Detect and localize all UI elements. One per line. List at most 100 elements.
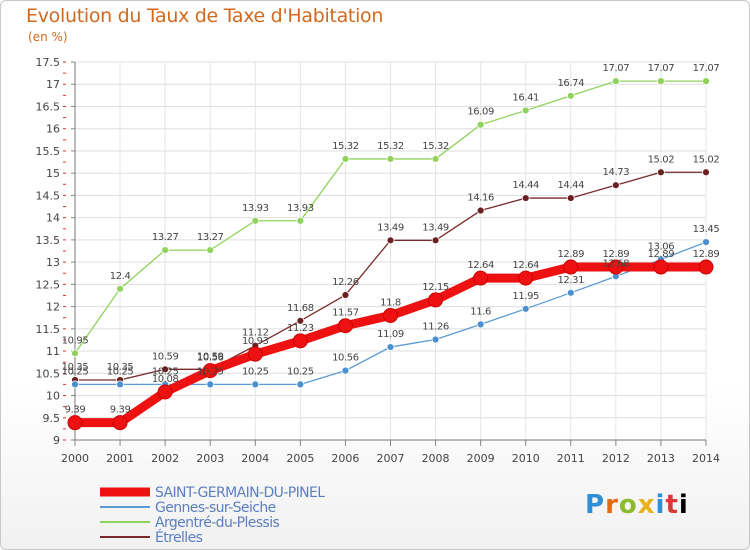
data-point (67, 415, 83, 431)
data-point (341, 366, 350, 375)
data-label: 11.8 (380, 297, 401, 308)
data-point (611, 77, 620, 86)
data-point (476, 206, 485, 215)
data-label: 10.08 (152, 374, 179, 385)
data-label: 10.25 (62, 366, 89, 377)
data-label: 13.93 (242, 203, 269, 214)
data-label: 12.4 (110, 271, 131, 282)
data-point (521, 304, 530, 313)
data-point (71, 380, 79, 389)
data-point (657, 168, 665, 177)
data-label: 10.56 (197, 353, 224, 364)
data-point (383, 307, 398, 323)
y-tick-label: 15.5 (36, 145, 61, 158)
data-label: 16.41 (512, 92, 539, 103)
data-point (386, 343, 395, 351)
data-point (431, 155, 440, 163)
data-point (518, 270, 534, 286)
legend-label: Gennes-sur-Seiche (155, 500, 276, 516)
y-tick-label: 9.5 (43, 412, 61, 425)
data-label: 13.06 (648, 241, 675, 252)
series-0 (67, 259, 714, 431)
logo-letter: i (655, 490, 666, 520)
x-tick-label: 2009 (467, 452, 495, 465)
x-tick-label: 2011 (557, 452, 585, 465)
y-tick-label: 17 (46, 78, 60, 91)
data-point (473, 270, 489, 286)
data-label: 13.27 (152, 232, 179, 243)
y-tick-label: 14.5 (36, 189, 61, 202)
data-point (202, 363, 218, 379)
x-tick-label: 2007 (377, 452, 405, 465)
data-label: 12.26 (332, 277, 359, 288)
data-label: 12.31 (557, 275, 584, 286)
data-label: 15.32 (332, 141, 359, 152)
data-point (386, 236, 395, 245)
data-point (476, 320, 485, 329)
data-point (431, 335, 440, 344)
legend-label: Argentré-du-Plessis (155, 515, 279, 531)
data-point (608, 259, 624, 275)
data-point (251, 216, 260, 225)
data-label: 14.16 (467, 193, 494, 204)
legend-label: SAINT-GERMAIN-DU-PINEL (155, 485, 325, 501)
x-tick-label: 2006 (331, 452, 359, 465)
data-point (161, 365, 170, 374)
data-label: 16.09 (467, 107, 494, 118)
data-label: 10.25 (287, 366, 314, 377)
data-point (112, 415, 128, 431)
data-point (521, 194, 530, 202)
data-point (251, 380, 260, 389)
data-point (698, 259, 714, 275)
data-point (292, 333, 308, 349)
x-tick-label: 2001 (106, 452, 134, 465)
data-label: 9.39 (110, 405, 131, 416)
chart-title: Evolution du Taux de Taxe d'Habitation (26, 5, 384, 27)
data-label: 10.35 (62, 362, 89, 373)
data-label: 10.25 (152, 366, 179, 377)
y-tick-label: 11 (46, 345, 60, 358)
data-label: 10.25 (197, 366, 224, 377)
data-point (521, 106, 530, 115)
data-point (296, 216, 305, 225)
data-point (296, 380, 305, 389)
data-label: 13.49 (422, 222, 449, 233)
data-point (566, 194, 575, 202)
y-tick-label: 9 (53, 434, 60, 447)
data-point (476, 120, 485, 129)
y-tick-label: 13.5 (36, 234, 61, 247)
data-point (653, 259, 669, 275)
x-tick-label: 2005 (286, 452, 314, 465)
data-label: 10.35 (107, 362, 134, 373)
x-tick-label: 2003 (196, 452, 224, 465)
data-point (206, 246, 215, 255)
data-label: 12.68 (603, 258, 630, 269)
logo-letter: t (665, 490, 679, 520)
data-label: 14.44 (557, 180, 584, 191)
data-label: 11.09 (377, 329, 404, 340)
data-point (563, 259, 579, 275)
x-tick-label: 2000 (61, 452, 89, 465)
x-tick-label: 2010 (512, 452, 540, 465)
data-label: 11.23 (287, 323, 314, 334)
logo-letter: o (618, 490, 638, 520)
y-tick-label: 11.5 (36, 323, 61, 336)
data-point (296, 316, 305, 325)
data-point (431, 236, 440, 245)
proxiti-logo: Proxiti (585, 490, 689, 520)
data-label: 10.25 (107, 366, 134, 377)
unit-label: (en %) (28, 30, 68, 44)
data-label: 12.64 (512, 260, 539, 271)
y-tick-label: 15 (46, 167, 60, 180)
data-label: 11.26 (422, 321, 449, 332)
data-label: 15.02 (648, 154, 675, 165)
data-label: 12.89 (557, 249, 584, 260)
data-label: 11.12 (242, 328, 269, 339)
data-label: 14.44 (512, 180, 539, 191)
x-tick-label: 2013 (647, 452, 675, 465)
logo-letter: r (605, 490, 619, 520)
data-point (157, 384, 173, 400)
data-label: 10.95 (62, 335, 89, 346)
data-label: 13.27 (197, 232, 224, 243)
data-label: 10.93 (242, 336, 269, 347)
